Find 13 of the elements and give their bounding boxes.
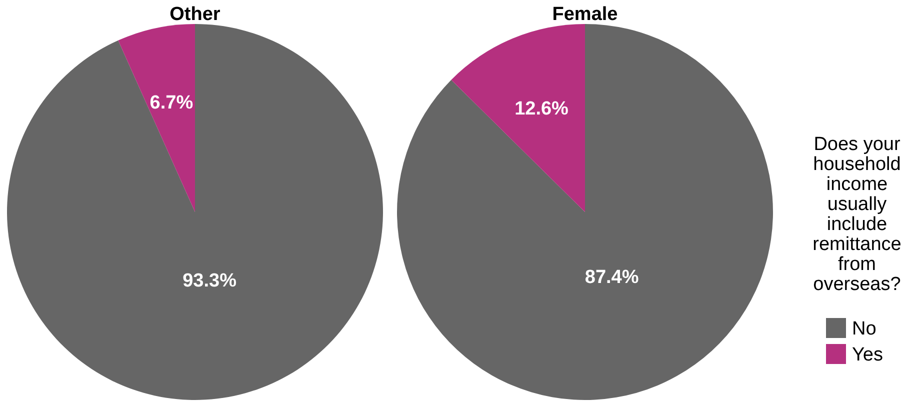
legend-label: No (852, 318, 876, 340)
data-label: 12.6% (514, 98, 569, 120)
legend-label: Yes (852, 344, 883, 366)
legend-title: Does your household income usually include remittance from overseas? (812, 134, 902, 295)
chart-title: Female (552, 4, 618, 25)
pie-slice (118, 24, 195, 212)
pie-slice (397, 24, 773, 400)
data-label: 93.3% (182, 270, 237, 292)
pie-slice (451, 24, 585, 212)
pie-slice (7, 24, 383, 400)
chart-title: Other (170, 4, 221, 25)
data-label: 87.4% (584, 266, 639, 288)
data-label: 6.7% (150, 92, 194, 114)
